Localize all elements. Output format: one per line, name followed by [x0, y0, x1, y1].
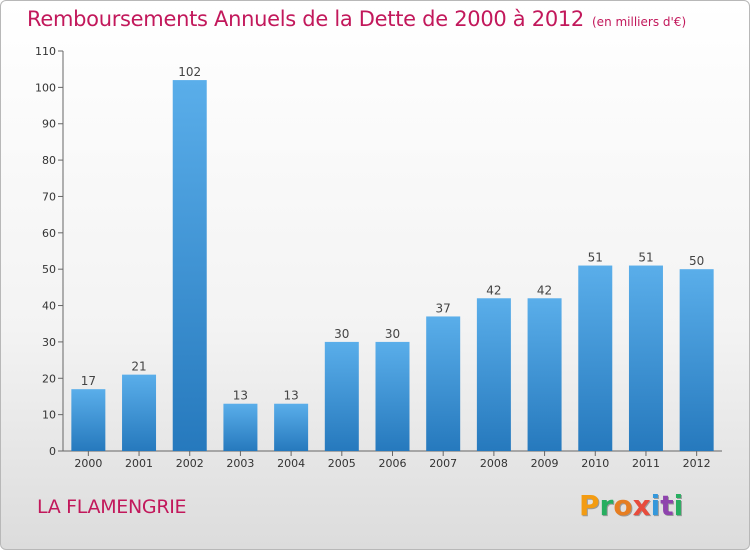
bar-2010 — [578, 265, 613, 451]
proxiti-logo: Proxiti — [579, 489, 683, 522]
value-label-2007: 37 — [436, 301, 451, 315]
value-label-2005: 30 — [334, 327, 349, 341]
bar-2005 — [324, 341, 359, 451]
logo-letter: P — [579, 489, 600, 522]
value-label-2008: 42 — [486, 283, 501, 297]
bar-2012 — [679, 269, 714, 451]
value-label-2012: 50 — [689, 254, 704, 268]
logo-letter: i — [673, 489, 684, 522]
bar-2007 — [426, 316, 461, 451]
bar-2011 — [628, 265, 663, 451]
bar-2000 — [71, 389, 106, 451]
x-tick-label-2000: 2000 — [74, 457, 102, 470]
x-tick-label-2005: 2005 — [328, 457, 356, 470]
logo-letter: r — [599, 489, 614, 522]
bar-2008 — [476, 298, 511, 451]
chart-unit: (en milliers d'€) — [592, 15, 687, 29]
y-tick-label: 80 — [42, 154, 56, 167]
chart-axes: 0 10 20 30 40 50 60 70 80 90 100 110 2000 2001 2002 200… — [35, 45, 722, 470]
chart-title-text: Remboursements Annuels de la Dette de 20… — [27, 7, 584, 31]
x-tick-label-2007: 2007 — [429, 457, 457, 470]
value-label-2006: 30 — [385, 327, 400, 341]
x-tick-label-2009: 2009 — [531, 457, 559, 470]
logo-letter: t — [660, 489, 674, 522]
y-tick-label: 20 — [42, 372, 56, 385]
bar-2001 — [122, 374, 157, 451]
bar-2006 — [375, 341, 410, 451]
y-tick-label: 70 — [42, 190, 56, 203]
x-tick-label-2003: 2003 — [226, 457, 254, 470]
logo-letter: i — [650, 489, 661, 522]
value-label-2003: 13 — [233, 389, 248, 403]
x-tick-label-2012: 2012 — [683, 457, 711, 470]
value-label-2001: 21 — [131, 360, 146, 374]
y-tick-label: 0 — [49, 445, 56, 458]
logo-letter: x — [632, 489, 651, 522]
y-tick-label: 60 — [42, 227, 56, 240]
bar-2003 — [223, 403, 258, 451]
x-tick-label-2004: 2004 — [277, 457, 305, 470]
value-label-2002: 102 — [178, 65, 201, 79]
bar-2009 — [527, 298, 562, 451]
y-tick-label: 50 — [42, 263, 56, 276]
bar-2002 — [172, 80, 207, 451]
chart-title: Remboursements Annuels de la Dette de 20… — [27, 7, 686, 31]
chart-bars: 17 21 102 13 13 30 30 37 42 42 51 51 50 — [71, 65, 714, 451]
x-tick-label-2002: 2002 — [176, 457, 204, 470]
value-label-2010: 51 — [588, 251, 603, 265]
bar-2004 — [274, 403, 309, 451]
y-tick-label: 110 — [35, 45, 56, 58]
value-label-2004: 13 — [283, 389, 298, 403]
value-label-2011: 51 — [638, 251, 653, 265]
y-tick-label: 30 — [42, 336, 56, 349]
value-label-2009: 42 — [537, 283, 552, 297]
x-tick-label-2008: 2008 — [480, 457, 508, 470]
y-tick-label: 100 — [35, 81, 56, 94]
value-label-2000: 17 — [81, 374, 96, 388]
x-tick-label-2001: 2001 — [125, 457, 153, 470]
y-tick-label: 10 — [42, 409, 56, 422]
x-tick-label-2010: 2010 — [581, 457, 609, 470]
x-tick-label-2006: 2006 — [379, 457, 407, 470]
x-tick-label-2011: 2011 — [632, 457, 660, 470]
y-tick-label: 40 — [42, 300, 56, 313]
logo-letter: o — [613, 489, 633, 522]
y-tick-label: 90 — [42, 118, 56, 131]
city-name: LA FLAMENGRIE — [37, 496, 187, 518]
